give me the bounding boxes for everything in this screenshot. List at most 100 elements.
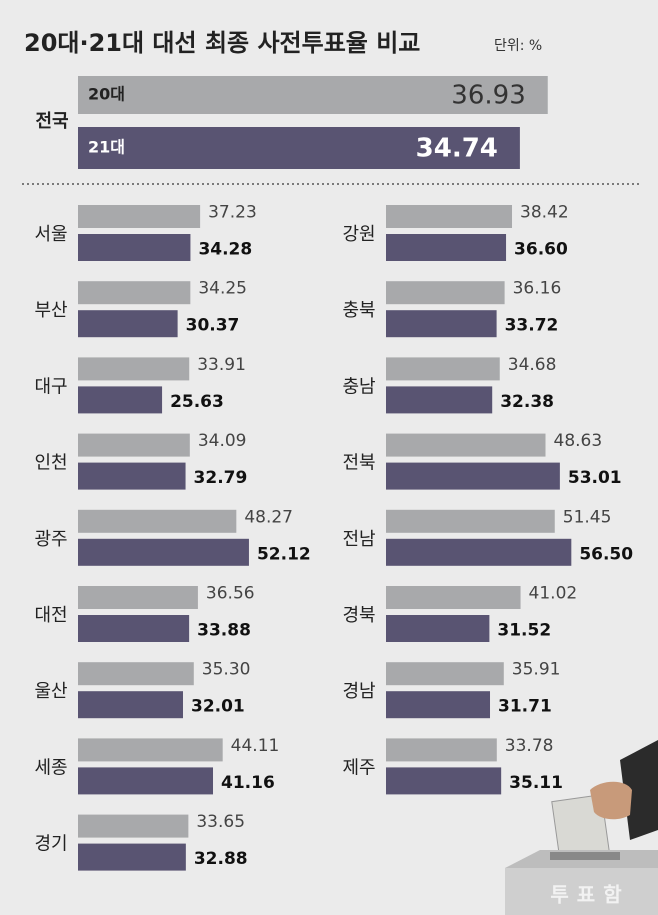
box-label: 투표함 [550,883,629,907]
bar [386,234,507,261]
series-name: 21대 [88,138,125,157]
category-label: 세종 [34,757,67,778]
value-label: 36.93 [451,81,525,111]
hand [590,781,632,820]
value-label: 36.60 [514,240,568,260]
bar [78,433,190,457]
bar [78,310,178,338]
value-label: 35.30 [202,660,251,680]
bar [386,433,546,457]
chart-title: 20대·21대 대선 최종 사전투표율 비교 [24,29,420,57]
box-slot [550,852,620,860]
bar [386,538,572,566]
value-label: 48.63 [554,431,603,451]
category-label: 대전 [34,605,67,626]
value-label: 25.63 [170,392,224,412]
bar [78,386,163,414]
value-label: 51.45 [563,507,612,527]
bar [386,767,502,795]
bar [386,586,521,609]
value-label: 36.16 [513,279,562,299]
bar [78,462,186,490]
bar [386,738,497,762]
bar [386,205,513,228]
bar [78,738,223,762]
category-label: 광주 [34,529,67,550]
bar [78,586,198,609]
value-label: 34.25 [198,279,247,299]
bar [78,843,186,871]
value-label: 38.42 [520,203,569,223]
category-label: 인천 [34,453,67,474]
category-label: 전북 [342,453,375,474]
bar [78,357,190,381]
category-label: 울산 [34,681,67,702]
category-label: 대구 [34,376,67,397]
bar [78,76,548,114]
value-label: 41.16 [221,773,275,793]
bar [78,814,189,838]
bar [78,281,191,305]
bar [78,205,201,228]
bar [386,357,500,381]
category-label: 전국 [35,111,68,132]
bar [78,767,214,795]
category-label: 경남 [342,681,375,702]
value-label: 34.09 [198,431,247,451]
category-label: 서울 [34,224,67,245]
value-label: 33.91 [197,355,246,375]
box-body [505,868,658,915]
bar [78,691,183,719]
bar [386,462,560,490]
bar [386,662,504,686]
series-name: 20대 [88,85,125,104]
category-label: 강원 [342,224,375,245]
value-label: 31.71 [498,697,552,717]
value-label: 34.68 [508,355,557,375]
value-label: 53.01 [568,468,622,488]
value-label: 34.74 [416,134,498,164]
value-label: 32.01 [191,697,245,717]
value-label: 35.11 [509,773,563,793]
value-label: 30.37 [186,316,240,336]
bar [78,127,520,169]
category-label: 경북 [342,605,375,626]
value-label: 33.65 [196,812,245,832]
value-label: 44.11 [231,736,280,756]
category-label: 경기 [34,834,67,855]
value-label: 52.12 [257,544,311,564]
value-label: 36.56 [206,584,255,604]
bar [386,691,491,719]
bar [78,615,190,642]
category-label: 전남 [342,529,375,550]
value-label: 33.72 [505,316,559,336]
bar [386,281,505,305]
value-label: 32.88 [194,849,248,869]
value-label: 37.23 [208,203,257,223]
value-label: 48.27 [244,507,293,527]
value-label: 41.02 [529,584,578,604]
value-label: 35.91 [512,660,561,680]
category-label: 충남 [342,376,375,397]
value-label: 34.28 [198,240,252,260]
bar [78,234,191,261]
value-label: 31.52 [497,621,551,641]
value-label: 33.78 [505,736,554,756]
bar [78,509,237,533]
bar [78,538,249,566]
bar [386,310,497,338]
bar [386,509,555,533]
category-label: 충북 [342,300,375,321]
ballot-decoration: 투표함 [505,740,658,915]
category-label: 부산 [34,300,67,321]
value-label: 32.38 [500,392,554,412]
bar [386,386,493,414]
value-label: 32.79 [194,468,248,488]
value-label: 56.50 [579,544,633,564]
bar [78,662,194,686]
unit-note: 단위: % [494,38,542,54]
category-label: 제주 [342,757,375,778]
bar [386,615,490,642]
value-label: 33.88 [197,621,251,641]
